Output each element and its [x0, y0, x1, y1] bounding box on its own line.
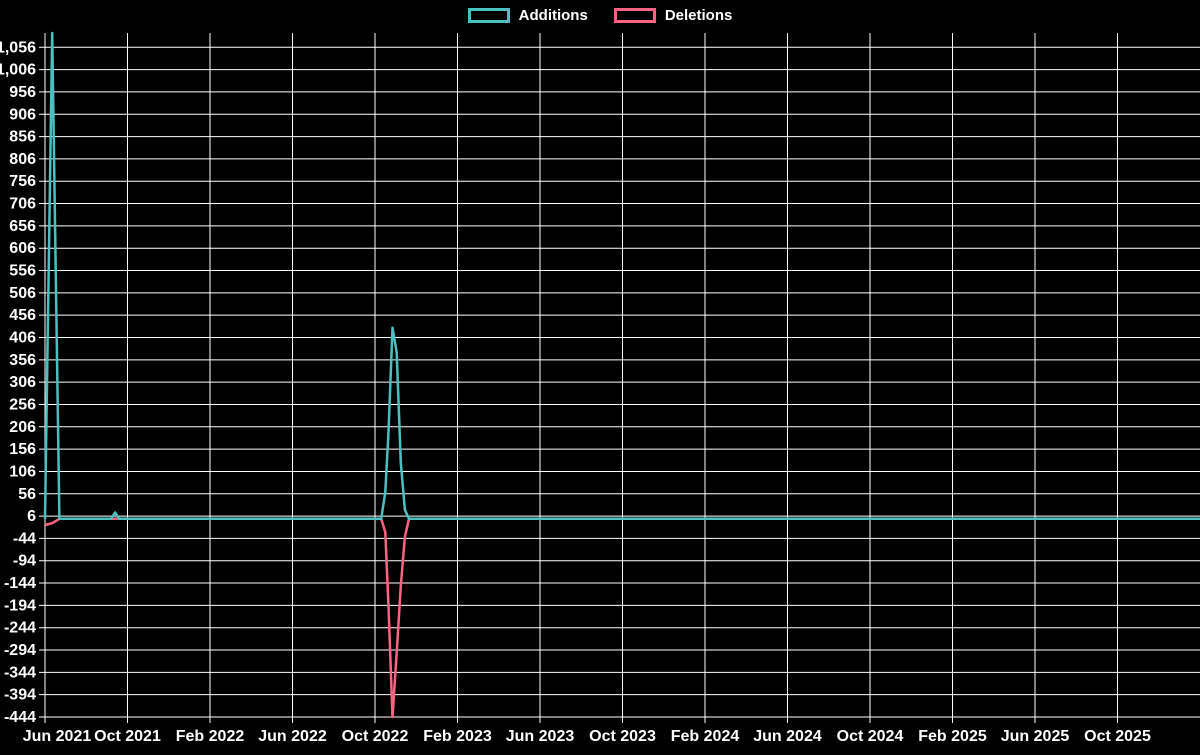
x-tick-label: Feb 2025: [918, 728, 987, 745]
x-tick-label: Jun 2025: [1001, 728, 1070, 745]
y-tick-label: -94: [13, 553, 36, 570]
y-tick-label: -444: [4, 709, 36, 726]
x-tick-label: Feb 2024: [671, 728, 740, 745]
x-tick-label: Oct 2023: [589, 728, 656, 745]
legend-item-additions[interactable]: Additions: [467, 7, 588, 24]
y-tick-label: 156: [9, 441, 36, 458]
y-tick-label: 206: [9, 419, 36, 436]
y-tick-label: 806: [9, 151, 36, 168]
y-tick-label: 456: [9, 307, 36, 324]
legend-label-additions: Additions: [518, 7, 588, 24]
y-tick-label: 906: [9, 106, 36, 123]
legend-item-deletions[interactable]: Deletions: [613, 7, 733, 24]
additions-swatch-icon: [467, 8, 510, 23]
y-tick-label: 6: [27, 508, 36, 525]
y-tick-label: 1,006: [0, 62, 36, 79]
x-tick-label: Oct 2021: [94, 728, 161, 745]
y-tick-label: 406: [9, 329, 36, 346]
x-tick-label: Jun 2023: [506, 728, 575, 745]
y-tick-label: -344: [4, 664, 36, 681]
y-tick-label: -44: [13, 530, 36, 547]
y-tick-label: 656: [9, 218, 36, 235]
y-tick-label: 756: [9, 173, 36, 190]
y-tick-label: 306: [9, 374, 36, 391]
series-line-additions[interactable]: [43, 31, 1200, 521]
y-tick-label: -144: [4, 575, 36, 592]
y-tick-label: 256: [9, 396, 36, 413]
y-tick-label: 706: [9, 196, 36, 213]
y-tick-label: 606: [9, 240, 36, 257]
y-tick-label: 956: [9, 84, 36, 101]
legend-label-deletions: Deletions: [664, 7, 733, 24]
y-tick-label: 356: [9, 352, 36, 369]
x-tick-label: Oct 2022: [342, 728, 409, 745]
x-tick-label: Feb 2022: [176, 728, 245, 745]
y-tick-label: -394: [4, 687, 36, 704]
x-tick-label: Jun 2022: [258, 728, 327, 745]
y-tick-label: -294: [4, 642, 36, 659]
x-tick-label: Feb 2023: [423, 728, 492, 745]
y-tick-label: 56: [18, 486, 36, 503]
x-tick-label: Oct 2024: [837, 728, 904, 745]
chart-legend: Additions Deletions: [0, 7, 1200, 24]
x-tick-label: Jun 2021: [23, 728, 92, 745]
y-tick-label: -194: [4, 597, 36, 614]
y-tick-label: 506: [9, 285, 36, 302]
y-tick-label: -244: [4, 620, 36, 637]
deletions-swatch-icon: [613, 8, 656, 23]
y-tick-label: 856: [9, 129, 36, 146]
x-tick-label: Oct 2025: [1084, 728, 1151, 745]
y-tick-label: 106: [9, 463, 36, 480]
y-tick-label: 556: [9, 263, 36, 280]
x-tick-label: Jun 2024: [753, 728, 822, 745]
y-tick-label: 1,056: [0, 39, 36, 56]
